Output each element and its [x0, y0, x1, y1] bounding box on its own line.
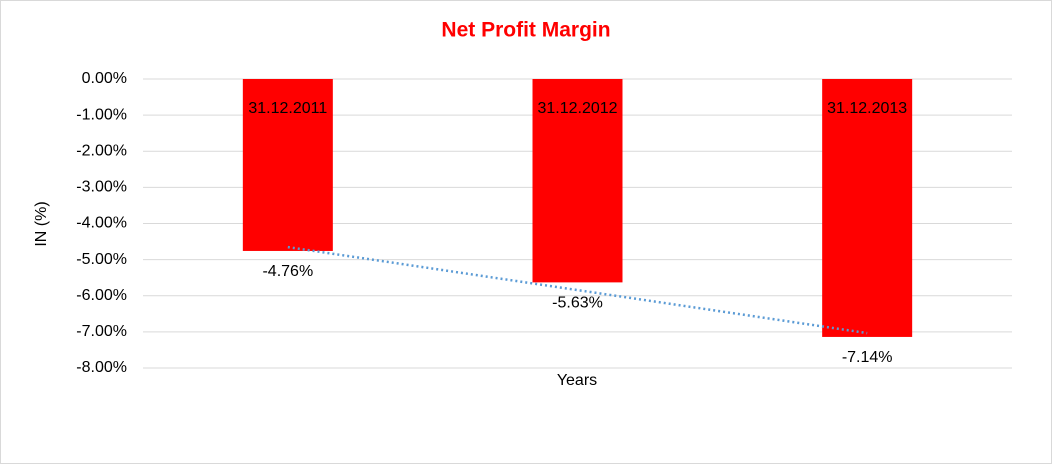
category-label: 31.12.2011 [248, 100, 327, 117]
value-label: -4.76% [262, 263, 313, 280]
y-tick-label: -8.00% [76, 359, 127, 376]
chart-title: Net Profit Margin [441, 19, 610, 42]
bar [532, 79, 623, 283]
y-tick-label: -2.00% [76, 142, 127, 159]
bar [242, 79, 333, 251]
value-label: -5.63% [552, 295, 603, 312]
bar [822, 79, 913, 337]
y-tick-label: -5.00% [76, 251, 127, 268]
y-tick-label: -3.00% [76, 179, 127, 196]
x-axis-label: Years [557, 372, 597, 389]
value-label: -7.14% [842, 349, 893, 366]
y-tick-label: -4.00% [76, 215, 127, 232]
y-axis-label: IN (%) [33, 201, 50, 246]
category-label: 31.12.2012 [537, 100, 617, 117]
y-tick-label: 0.00% [82, 70, 127, 87]
y-tick-label: -7.00% [76, 323, 127, 340]
category-label: 31.12.2013 [827, 100, 907, 117]
y-tick-label: -1.00% [76, 106, 127, 123]
y-tick-label: -6.00% [76, 287, 127, 304]
